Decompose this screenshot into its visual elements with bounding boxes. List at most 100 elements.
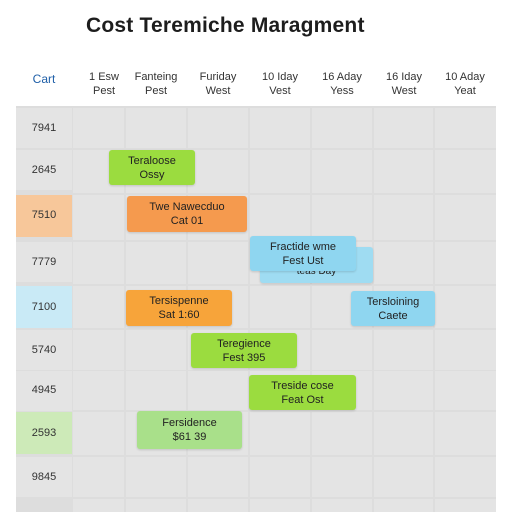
grid-cell[interactable] [435, 150, 496, 193]
grid-cell[interactable] [374, 150, 433, 193]
grid-cell[interactable] [435, 371, 496, 410]
row-label[interactable]: 7779 [31, 256, 57, 268]
grid-cell[interactable] [435, 286, 496, 328]
grid-cell[interactable] [435, 499, 496, 512]
grid-cell[interactable] [312, 150, 372, 193]
row-label-cell [16, 150, 72, 190]
task-bar-detail: Sat 1:60 [158, 309, 200, 321]
grid-cell[interactable] [435, 108, 496, 148]
grid-cell[interactable] [374, 242, 433, 284]
grid-cell[interactable] [188, 457, 248, 497]
task-bar[interactable]: Teraloose Ossy [109, 150, 195, 185]
task-bar[interactable]: Twe Nawecduo Cat 01 [127, 196, 247, 232]
column-header-line1: Fanteing [134, 71, 178, 83]
row-label[interactable]: 4945 [31, 384, 57, 396]
grid-cell[interactable] [188, 150, 248, 193]
grid-cell[interactable] [250, 499, 310, 512]
column-header-line1: 10 Aday [445, 71, 485, 83]
grid-cell[interactable] [312, 499, 372, 512]
row-label[interactable]: 5740 [31, 344, 57, 356]
task-bar[interactable]: Fersidence $61 39 [137, 411, 242, 449]
grid-cell[interactable] [374, 371, 433, 410]
grid-cell[interactable] [435, 195, 496, 240]
grid-cell[interactable] [188, 242, 248, 284]
corner-header-label: Cart [32, 72, 56, 86]
task-bar[interactable]: Fractide wme Fest Ust [250, 236, 356, 271]
task-bar-detail: Caete [378, 309, 408, 322]
grid-cell[interactable] [250, 108, 310, 148]
grid-cell[interactable] [312, 195, 372, 240]
grid-cell[interactable] [188, 108, 248, 148]
column-header-line1: 16 Iday [385, 71, 423, 83]
task-bar-detail: $61 39 [172, 431, 207, 443]
grid-cell[interactable] [435, 412, 496, 455]
column-header-line2: Pest [92, 85, 115, 97]
grid-cell[interactable] [188, 371, 248, 410]
grid-cell[interactable] [250, 457, 310, 497]
task-bar-title: Twe Nawecduo [149, 201, 225, 213]
row-label[interactable]: 7941 [31, 122, 57, 134]
grid-cell[interactable] [73, 286, 124, 328]
column-header-line1: 1 Esw [89, 71, 119, 83]
column-header-1[interactable]: 1 Esw Pest [72, 70, 136, 98]
grid-cell[interactable] [126, 371, 186, 410]
row-label[interactable]: 2593 [31, 427, 57, 439]
grid-cell[interactable] [126, 457, 186, 497]
grid-cell[interactable] [312, 457, 372, 497]
grid-cell[interactable] [73, 330, 124, 370]
row-label-cell-highlighted [16, 286, 72, 328]
column-header-line2: West [391, 85, 417, 97]
grid-cell[interactable] [312, 330, 372, 370]
grid-cell[interactable] [374, 330, 433, 370]
task-bar[interactable]: Teregience Fest 395 [191, 333, 297, 368]
task-bar-detail: Fest 395 [222, 351, 266, 364]
column-header-line2: West [205, 85, 231, 97]
column-header-line1: Furiday [199, 71, 237, 83]
row-label[interactable]: 7510 [31, 209, 57, 221]
task-bar-title: Tersispenne [149, 295, 209, 307]
task-bar-detail: teas Day [296, 266, 337, 277]
grid-cell[interactable] [250, 412, 310, 455]
grid-cell[interactable] [250, 286, 310, 328]
task-bar-title: Teraloose [128, 154, 176, 167]
row-label[interactable]: 7100 [31, 301, 57, 313]
grid-cell[interactable] [73, 371, 124, 410]
grid-cell[interactable] [188, 499, 248, 512]
column-header-4[interactable]: 10 Iday Vest [249, 70, 311, 98]
column-header-6[interactable]: 16 Iday West [373, 70, 435, 98]
grid-cell[interactable] [73, 108, 124, 148]
grid-cell[interactable] [73, 412, 124, 455]
column-header-7[interactable]: 10 Aday Yeat [434, 70, 496, 98]
task-bar[interactable]: Tersispenne Sat 1:60 [126, 290, 232, 326]
grid-cell[interactable] [374, 412, 433, 455]
grid-cell[interactable] [312, 108, 372, 148]
grid-cell[interactable] [312, 412, 372, 455]
grid-cell[interactable] [126, 108, 186, 148]
grid-cell[interactable] [374, 499, 433, 512]
task-bar[interactable]: Treside cose Feat Ost [249, 375, 356, 410]
column-header-line1: 10 Iday [261, 71, 299, 83]
grid-cell[interactable] [250, 150, 310, 193]
grid-cell[interactable] [73, 457, 124, 497]
task-bar[interactable]: Tersloining Caete [351, 291, 435, 326]
grid-cell[interactable] [374, 195, 433, 240]
grid-cell[interactable] [250, 195, 310, 240]
grid-cell[interactable] [374, 108, 433, 148]
column-header-5[interactable]: 16 Aday Yess [311, 70, 373, 98]
grid-cell[interactable] [435, 242, 496, 284]
grid-cell[interactable] [126, 330, 186, 370]
grid-cell[interactable] [374, 457, 433, 497]
row-label[interactable]: 2645 [31, 164, 57, 176]
grid-cell[interactable] [435, 457, 496, 497]
grid-cell[interactable] [435, 330, 496, 370]
column-header-line2: Pest [144, 85, 167, 97]
grid-cell[interactable] [73, 195, 124, 240]
column-header-3[interactable]: Furiday West [187, 70, 249, 98]
grid-cell[interactable] [73, 242, 124, 284]
grid-cell[interactable] [126, 499, 186, 512]
grid-cell[interactable] [73, 499, 124, 512]
row-label[interactable]: 9845 [31, 471, 57, 483]
grid-cell[interactable] [126, 242, 186, 284]
task-bar-title: Treside cose [271, 379, 334, 392]
column-header-2[interactable]: Fanteing Pest [125, 70, 187, 98]
